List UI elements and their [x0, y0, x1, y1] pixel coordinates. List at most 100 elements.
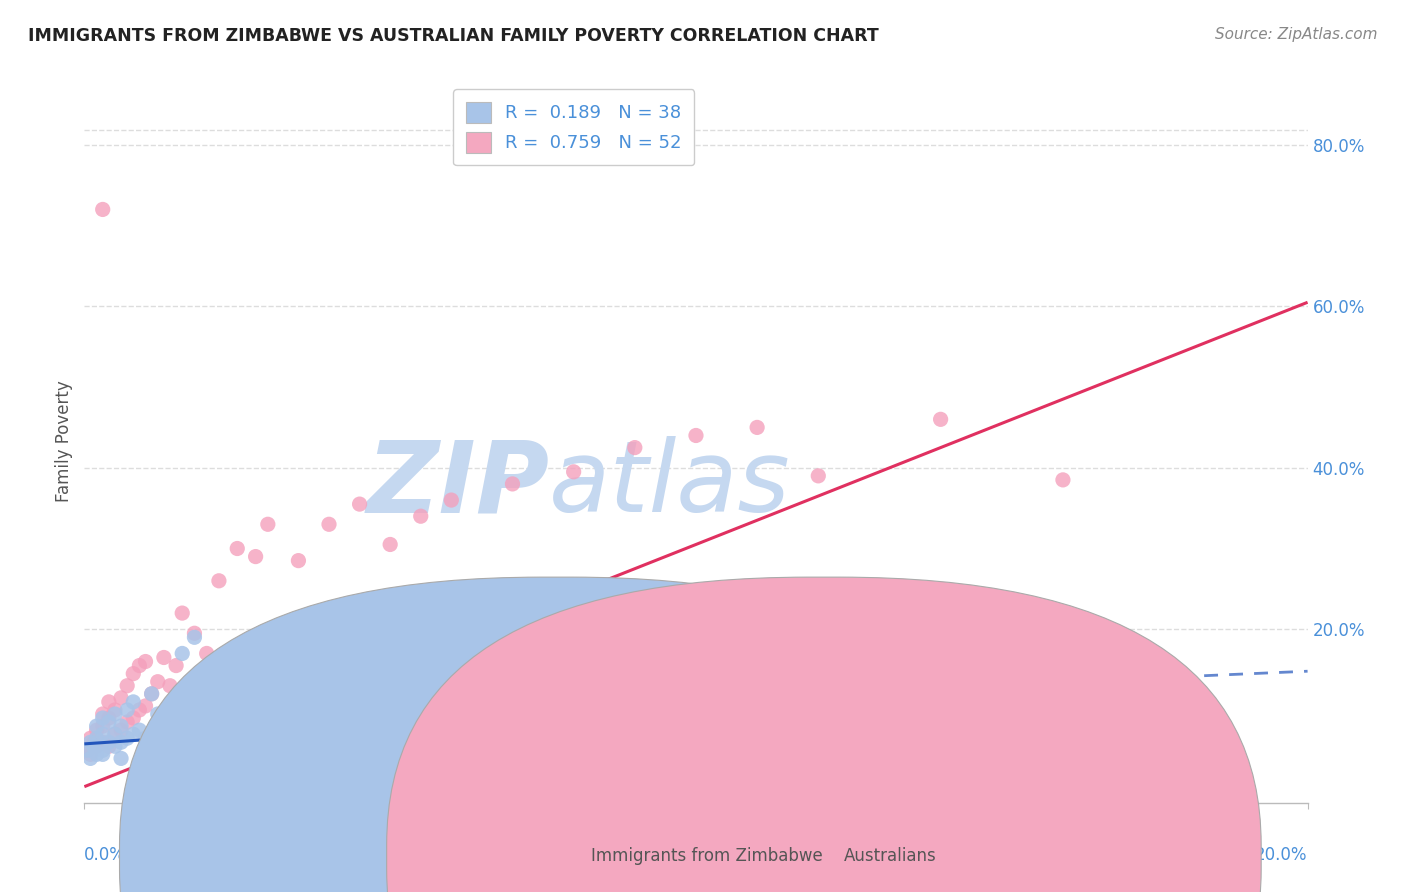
Point	[1052, 473, 1074, 487]
Point	[76, 743, 98, 757]
Point	[159, 723, 181, 738]
Point	[122, 711, 145, 725]
Point	[562, 465, 585, 479]
Point	[115, 679, 138, 693]
Point	[141, 687, 163, 701]
Point	[141, 687, 163, 701]
Point	[195, 731, 218, 746]
Point	[380, 537, 402, 551]
Point	[104, 727, 127, 741]
Point	[807, 468, 830, 483]
Point	[91, 743, 114, 757]
Point	[349, 497, 371, 511]
Point	[110, 690, 132, 705]
Point	[146, 674, 169, 689]
Point	[128, 658, 150, 673]
Point	[257, 517, 280, 532]
Point	[257, 723, 280, 738]
Point	[208, 574, 231, 588]
Point	[471, 703, 494, 717]
Point	[97, 714, 120, 729]
Legend: R =  0.189   N = 38, R =  0.759   N = 52: R = 0.189 N = 38, R = 0.759 N = 52	[453, 89, 695, 165]
Point	[122, 727, 145, 741]
Point	[135, 655, 157, 669]
Point	[122, 695, 145, 709]
Point	[91, 706, 114, 721]
Point	[172, 606, 194, 620]
Point	[153, 650, 176, 665]
Point	[226, 541, 249, 556]
Point	[104, 706, 127, 721]
Text: ZIP: ZIP	[366, 436, 550, 533]
Point	[183, 630, 205, 644]
Point	[624, 441, 647, 455]
Point	[128, 723, 150, 738]
Point	[122, 666, 145, 681]
Point	[86, 747, 108, 762]
Point	[245, 549, 267, 564]
Point	[115, 731, 138, 746]
Point	[83, 735, 105, 749]
Point	[91, 711, 114, 725]
Point	[869, 719, 891, 733]
Point	[97, 739, 120, 754]
Point	[318, 731, 340, 746]
Point	[83, 739, 105, 754]
Text: 20.0%: 20.0%	[1256, 847, 1308, 864]
Point	[86, 739, 108, 754]
Point	[165, 658, 187, 673]
Point	[135, 731, 157, 746]
Point	[79, 751, 101, 765]
Point	[146, 706, 169, 721]
Text: 0.0%: 0.0%	[84, 847, 127, 864]
Point	[115, 703, 138, 717]
Point	[747, 420, 769, 434]
Text: Source: ZipAtlas.com: Source: ZipAtlas.com	[1215, 27, 1378, 42]
Point	[76, 743, 98, 757]
Point	[110, 723, 132, 738]
Point	[79, 747, 101, 762]
Point	[624, 682, 647, 697]
Point	[409, 509, 432, 524]
Point	[869, 658, 891, 673]
Point	[97, 695, 120, 709]
Point	[79, 735, 101, 749]
Point	[135, 698, 157, 713]
Y-axis label: Family Poverty: Family Poverty	[55, 381, 73, 502]
Text: IMMIGRANTS FROM ZIMBABWE VS AUSTRALIAN FAMILY POVERTY CORRELATION CHART: IMMIGRANTS FROM ZIMBABWE VS AUSTRALIAN F…	[28, 27, 879, 45]
Point	[86, 719, 108, 733]
Point	[91, 202, 114, 217]
Point	[91, 727, 114, 741]
Point	[110, 719, 132, 733]
Point	[183, 626, 205, 640]
Point	[128, 703, 150, 717]
Point	[104, 703, 127, 717]
Point	[91, 747, 114, 762]
Point	[86, 731, 108, 746]
Text: Australians: Australians	[844, 847, 936, 865]
Point	[685, 428, 707, 442]
Point	[929, 412, 952, 426]
Point	[91, 719, 114, 733]
Point	[159, 679, 181, 693]
Point	[86, 723, 108, 738]
Point	[115, 714, 138, 729]
Point	[502, 477, 524, 491]
Text: atlas: atlas	[550, 436, 790, 533]
Point	[287, 553, 309, 567]
Point	[747, 711, 769, 725]
Point	[97, 711, 120, 725]
Point	[104, 727, 127, 741]
Text: Immigrants from Zimbabwe: Immigrants from Zimbabwe	[591, 847, 823, 865]
Point	[97, 735, 120, 749]
Point	[110, 735, 132, 749]
Point	[79, 731, 101, 746]
Point	[104, 739, 127, 754]
Point	[226, 706, 249, 721]
Point	[440, 493, 463, 508]
Point	[110, 751, 132, 765]
Point	[318, 517, 340, 532]
Point	[195, 647, 218, 661]
Point	[91, 735, 114, 749]
Point	[172, 647, 194, 661]
